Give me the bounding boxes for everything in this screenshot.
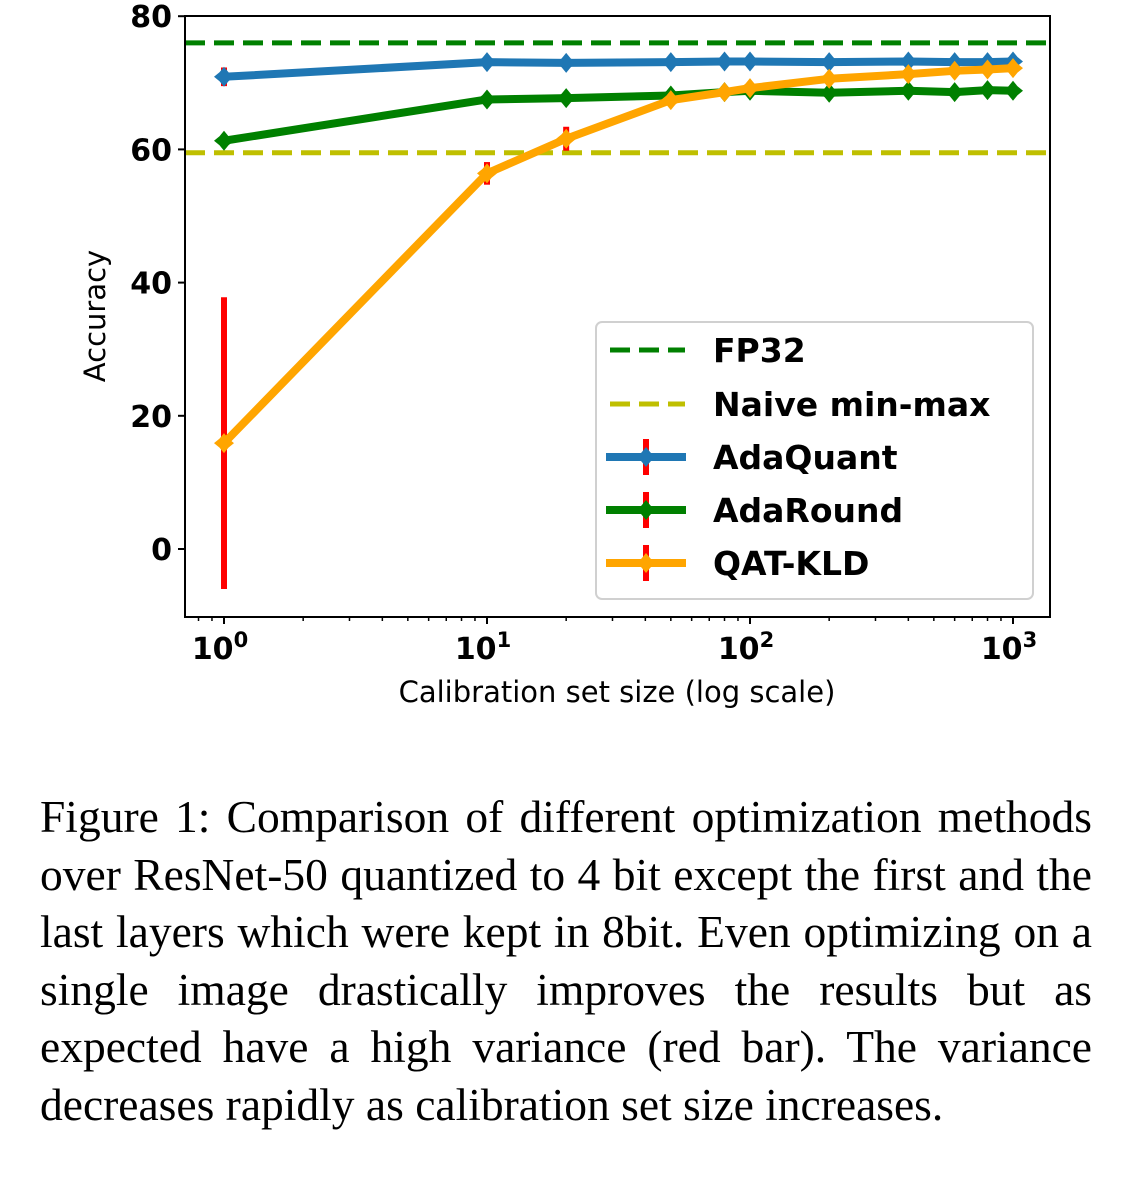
data-point: [556, 128, 577, 149]
series-qat-kld: [214, 58, 1023, 589]
data-point: [660, 90, 681, 111]
legend-label: AdaQuant: [713, 438, 898, 477]
figure-caption: Figure 1: Comparison of different optimi…: [40, 791, 1092, 1130]
y-tick-label: 60: [130, 133, 172, 168]
series-layer: [214, 51, 1023, 589]
legend-item-qat-kld: QAT-KLD: [606, 544, 869, 583]
legend-item-adaquant: AdaQuant: [606, 438, 898, 477]
data-point: [214, 433, 234, 454]
data-point: [898, 80, 919, 101]
data-point: [740, 78, 760, 99]
legend-marker: [636, 447, 656, 467]
legend-item-naive-min-max: Naive min-max: [610, 385, 990, 424]
data-point: [477, 52, 497, 73]
data-point: [714, 51, 735, 72]
data-point: [214, 130, 234, 151]
legend-item-fp32: FP32: [610, 331, 806, 370]
y-tick-label: 80: [130, 0, 172, 35]
data-point: [898, 51, 919, 72]
data-point: [819, 68, 840, 89]
legend-marker: [636, 553, 656, 573]
legend-label: QAT-KLD: [713, 544, 869, 583]
data-point: [714, 82, 735, 103]
x-tick-label: 101: [455, 628, 511, 667]
y-tick-label: 40: [130, 267, 172, 302]
data-point: [1003, 58, 1023, 79]
data-point: [740, 51, 760, 72]
y-tick-label: 0: [151, 533, 172, 568]
data-point: [944, 60, 965, 81]
x-tick-label: 100: [192, 628, 248, 667]
data-point: [477, 163, 497, 184]
legend-label: FP32: [713, 331, 806, 370]
data-point: [556, 52, 577, 73]
data-point: [977, 59, 998, 80]
legend-label: Naive min-max: [713, 385, 990, 424]
y-tick-label: 20: [130, 400, 172, 435]
legend-marker: [636, 500, 656, 520]
data-point: [819, 52, 840, 73]
x-axis-label: Calibration set size (log scale): [399, 675, 836, 709]
legend-frame: [595, 321, 1034, 600]
y-axis-label: Accuracy: [78, 250, 112, 382]
plot-frame: [184, 15, 1051, 618]
data-point: [819, 82, 840, 103]
data-point: [556, 88, 577, 109]
data-point: [477, 89, 497, 110]
legend-label: AdaRound: [713, 491, 903, 530]
y-axis: 0 20 40 60 80: [130, 0, 185, 568]
x-tick-label: 103: [981, 628, 1037, 667]
legend: FP32 Naive min-max AdaQuant AdaRound QAT-KLD: [595, 321, 1034, 600]
x-tick-label: 102: [718, 628, 774, 667]
legend-item-adaround: AdaRound: [606, 491, 903, 530]
accuracy-chart: 0 20 40 60 80 100 101 102 103 Accuracy Calibrat…: [78, 0, 1051, 709]
data-point: [977, 80, 998, 101]
data-point: [214, 66, 234, 87]
series-adaquant: [214, 51, 1023, 87]
x-axis: 100 101 102 103: [192, 617, 1037, 667]
data-point: [660, 52, 681, 73]
data-point: [1003, 80, 1023, 101]
data-point: [898, 64, 919, 85]
data-point: [944, 82, 965, 103]
